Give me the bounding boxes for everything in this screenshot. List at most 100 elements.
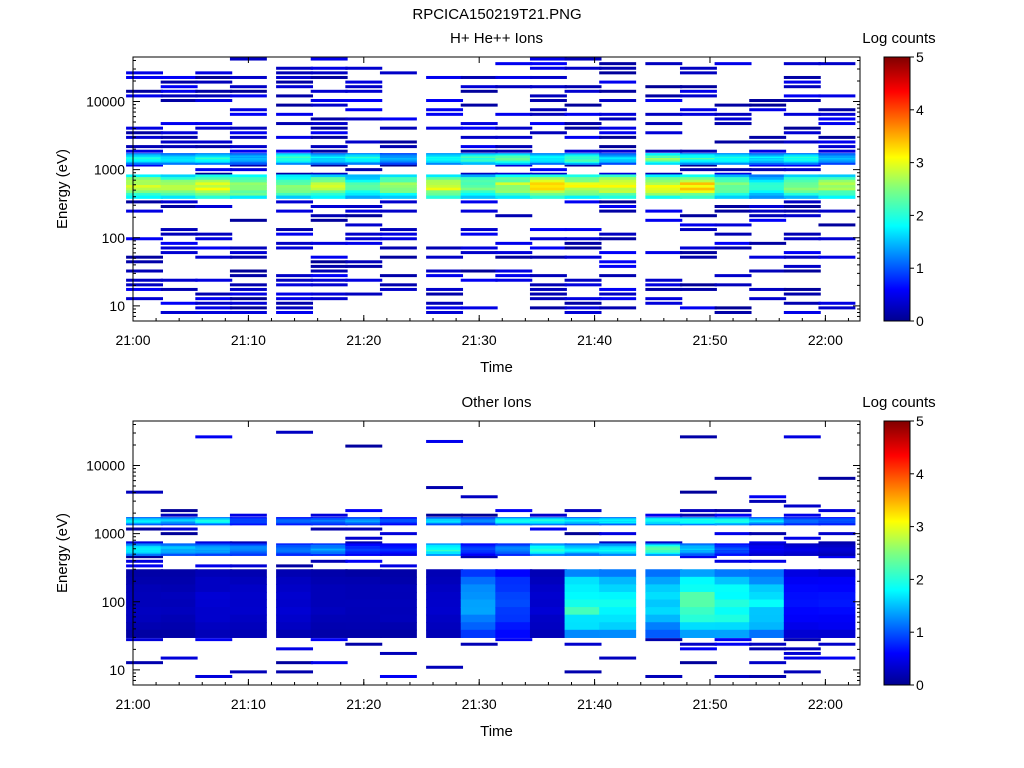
noise-stripe bbox=[564, 310, 602, 314]
band-cell bbox=[126, 607, 164, 616]
band-cell bbox=[310, 622, 348, 631]
band-cell bbox=[783, 160, 821, 163]
noise-stripe bbox=[564, 126, 602, 130]
band-cell bbox=[599, 161, 637, 164]
band-cell bbox=[160, 519, 198, 522]
noise-stripe bbox=[229, 310, 267, 314]
noise-stripe bbox=[783, 85, 821, 89]
band-cell bbox=[229, 517, 267, 520]
band-cell bbox=[818, 158, 856, 160]
noise-stripe bbox=[495, 509, 533, 513]
band-cell bbox=[310, 195, 348, 199]
band-cell bbox=[495, 523, 533, 526]
band-cell bbox=[379, 182, 417, 186]
band-cell bbox=[783, 547, 821, 550]
band-cell bbox=[460, 517, 498, 519]
noise-stripe bbox=[714, 638, 752, 642]
band-cell bbox=[783, 576, 821, 585]
noise-stripe bbox=[310, 122, 348, 126]
band-cell bbox=[345, 154, 383, 157]
noise-stripe bbox=[714, 509, 752, 513]
band-cell bbox=[714, 179, 752, 183]
band-cell bbox=[714, 544, 752, 547]
noise-stripe bbox=[126, 145, 164, 149]
band-cell bbox=[195, 622, 233, 631]
band-cell bbox=[126, 519, 164, 522]
noise-stripe bbox=[679, 283, 717, 287]
noise-stripe bbox=[229, 75, 267, 79]
noise-stripe bbox=[195, 237, 233, 241]
band-cell bbox=[564, 518, 602, 521]
noise-stripe bbox=[749, 541, 787, 545]
band-cell bbox=[783, 161, 821, 164]
band-cell bbox=[749, 523, 787, 526]
noise-stripe bbox=[599, 251, 637, 255]
noise-stripe bbox=[310, 205, 348, 209]
band-cell bbox=[229, 523, 267, 525]
band-cell bbox=[714, 161, 752, 164]
band-cell bbox=[345, 179, 383, 183]
band-cell bbox=[229, 154, 267, 157]
band-cell bbox=[749, 153, 787, 155]
noise-stripe bbox=[564, 237, 602, 241]
band-cell bbox=[599, 523, 637, 526]
band-cell bbox=[126, 629, 164, 638]
band-cell bbox=[460, 195, 498, 199]
noise-stripe bbox=[749, 103, 787, 107]
noise-stripe bbox=[679, 94, 717, 98]
band-cell bbox=[529, 192, 567, 197]
band-cell bbox=[276, 154, 314, 157]
band-cell bbox=[749, 195, 787, 199]
band-cell bbox=[564, 179, 602, 183]
band-cell bbox=[529, 523, 567, 526]
band-cell bbox=[460, 156, 498, 159]
band-cell bbox=[460, 177, 498, 181]
band-cell bbox=[379, 622, 417, 631]
band-cell bbox=[818, 154, 856, 157]
band-cell bbox=[783, 546, 821, 548]
band-cell bbox=[426, 543, 464, 546]
band-cell bbox=[426, 548, 464, 551]
noise-stripe bbox=[126, 163, 164, 167]
noise-stripe bbox=[783, 264, 821, 268]
band-cell bbox=[599, 554, 637, 556]
noise-stripe bbox=[379, 532, 417, 536]
band-cell bbox=[310, 190, 348, 194]
noise-stripe bbox=[345, 66, 383, 70]
band-cell bbox=[564, 156, 602, 159]
band-cell bbox=[379, 519, 417, 522]
band-cell bbox=[818, 179, 856, 183]
band-cell bbox=[599, 550, 637, 552]
noise-stripe bbox=[645, 283, 683, 287]
band-cell bbox=[645, 177, 683, 181]
band-cell bbox=[564, 576, 602, 585]
band-cell bbox=[783, 550, 821, 552]
band-cell bbox=[276, 518, 314, 521]
noise-stripe bbox=[460, 85, 498, 89]
noise-stripe bbox=[679, 661, 717, 665]
noise-stripe bbox=[714, 232, 752, 236]
band-cell bbox=[310, 155, 348, 158]
noise-stripe bbox=[195, 278, 233, 282]
band-cell bbox=[126, 547, 164, 550]
band-cell bbox=[599, 547, 637, 550]
band-cell bbox=[310, 522, 348, 524]
band-cell bbox=[495, 591, 533, 601]
noise-stripe bbox=[714, 223, 752, 227]
noise-stripe bbox=[310, 214, 348, 218]
noise-stripe bbox=[818, 94, 856, 98]
band-cell bbox=[195, 521, 233, 523]
band-cell bbox=[229, 177, 267, 181]
noise-stripe bbox=[126, 135, 164, 139]
colorbar-tick-label: 5 bbox=[916, 413, 924, 429]
band-cell bbox=[460, 584, 498, 593]
noise-stripe bbox=[749, 499, 787, 503]
x-tick-label: 21:40 bbox=[577, 332, 612, 348]
band-cell bbox=[495, 185, 533, 189]
x-tick-label: 21:30 bbox=[462, 696, 497, 712]
noise-stripe bbox=[749, 661, 787, 665]
band-cell bbox=[714, 195, 752, 199]
noise-stripe bbox=[645, 301, 683, 305]
band-cell bbox=[564, 543, 602, 546]
band-cell bbox=[126, 517, 164, 520]
